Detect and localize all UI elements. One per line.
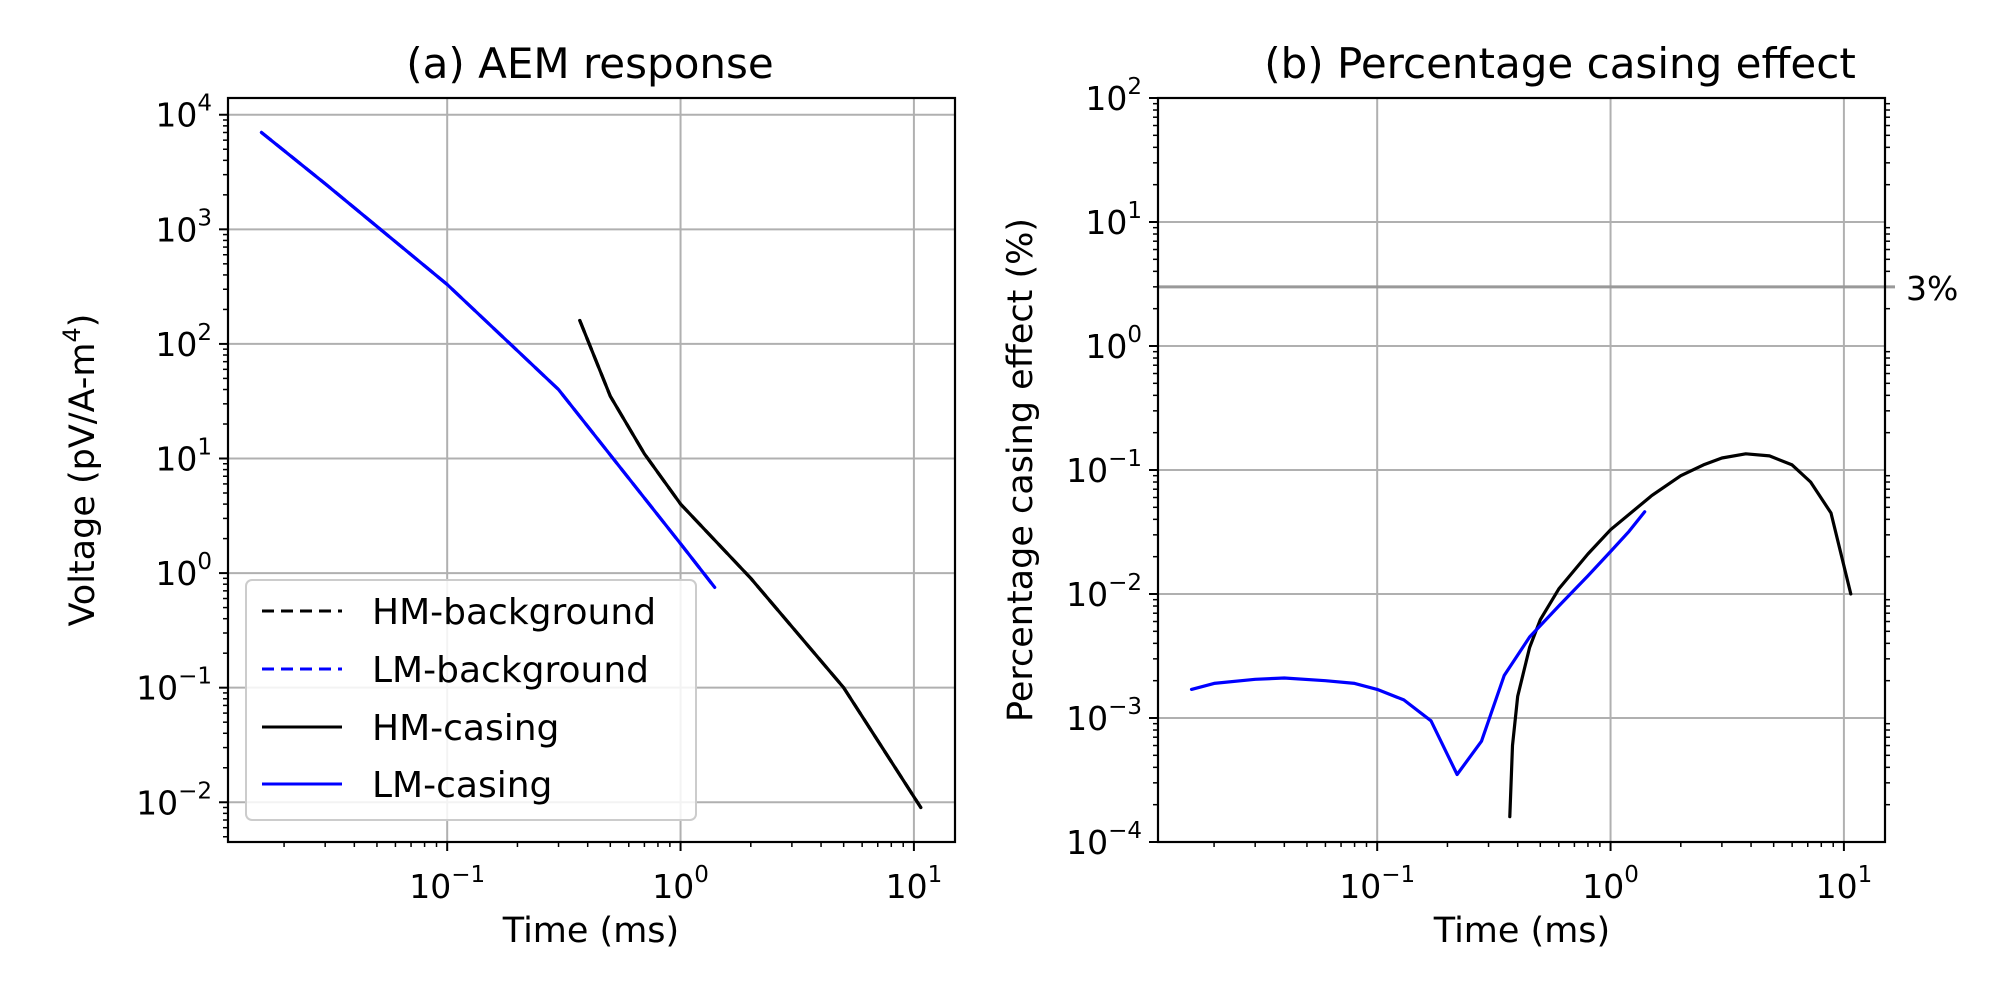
panel-b-minor-ticks: [1153, 102, 1890, 847]
a-series-lm-background: [259, 130, 717, 590]
legend-label-lm-casing: LM-casing: [372, 765, 552, 806]
panel-a-y-label: Voltage (pV/A-m4): [58, 314, 103, 627]
threshold-label: 3%: [1906, 269, 1958, 308]
b-x-tick-label-0: 10−1: [1339, 862, 1415, 906]
panel-b-x-label: Time (ms): [1433, 911, 1610, 951]
legend-box: [245, 579, 697, 821]
a-y-tick-label-4: 102: [155, 320, 212, 364]
b-y-tick-label-5: 101: [1085, 198, 1142, 242]
panel-a-x-ticks: 10−1 100 101: [409, 842, 942, 906]
panel-a-frame: [226, 96, 957, 844]
panel-b-grid: [1158, 97, 1885, 843]
b-x-tick-label-2: 101: [1816, 862, 1873, 906]
a-y-tick-label-2: 100: [155, 549, 212, 593]
a-y-tick-label-3: 101: [155, 435, 212, 479]
legend-label-hm-casing: HM-casing: [372, 708, 559, 749]
panel-a-y-label-sup: 4: [58, 327, 86, 342]
panel-a-y-label-end: ): [63, 314, 103, 328]
panel-b-y-ticks: 10−4 10−3 10−2 10−1 100 101 102: [1066, 74, 1158, 862]
b-y-tick-label-0: 10−4: [1066, 818, 1142, 862]
panel-b-y-label: Percentage casing effect (%): [1001, 218, 1041, 722]
panel-b-title: (b) Percentage casing effect: [1264, 39, 1856, 88]
panel-aem-response: (a) AEM response 10−1 100 101 10−210−11001…: [58, 39, 957, 951]
panel-a-y-label-main: Voltage (pV/A-m: [63, 343, 103, 627]
a-y-tick-label-5: 103: [155, 205, 212, 249]
legend-label-lm-background: LM-background: [372, 650, 649, 691]
b-y-tick-label-6: 102: [1085, 74, 1142, 118]
a-y-tick-label-1: 10−1: [136, 664, 212, 708]
b-y-tick-label-1: 10−3: [1066, 694, 1142, 738]
a-y-tick-label-6: 104: [155, 91, 212, 135]
a-x-tick-label-0: 10−1: [409, 862, 485, 906]
a-series-lm-casing: [259, 130, 717, 590]
legend: HM-background LM-background HM-casing LM…: [245, 579, 697, 821]
b-x-tick-label-1: 100: [1582, 862, 1639, 906]
b-y-tick-label-2: 10−2: [1066, 570, 1142, 614]
panel-b-series: [1189, 452, 1853, 819]
panel-a-title: (a) AEM response: [406, 39, 773, 88]
a-series-hm-casing: [578, 318, 923, 810]
a-x-tick-label-1: 100: [652, 862, 709, 906]
b-y-tick-label-3: 10−1: [1066, 446, 1142, 490]
panel-a-x-label: Time (ms): [502, 911, 679, 951]
panel-a-y-ticks: 10−2 10−1 100 101 102 103 104: [136, 91, 228, 822]
panel-a-series: [259, 130, 923, 810]
panel-b-x-ticks: 10−1 100 101: [1339, 842, 1872, 906]
a-x-tick-label-2: 101: [886, 862, 943, 906]
a-y-tick-label-0: 10−2: [136, 778, 212, 822]
legend-label-hm-background: HM-background: [372, 592, 656, 633]
b-y-tick-label-4: 100: [1085, 322, 1142, 366]
b-series-series-1: [1189, 510, 1647, 777]
b-series-series-0: [1508, 452, 1853, 819]
panel-percentage-casing-effect: (b) Percentage casing effect 10−1 100 101 …: [1001, 39, 1958, 951]
